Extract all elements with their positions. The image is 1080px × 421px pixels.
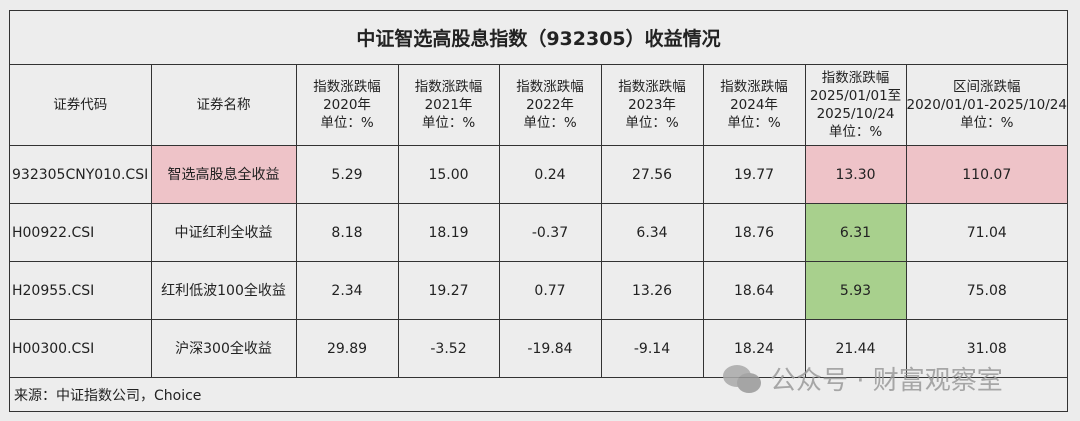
table-row: H00300.CSI 沪深300全收益 29.89 -3.52 -19.84 -9.14 1… <box>10 319 1067 378</box>
header-2020: 指数涨跌幅 2020年 单位：% <box>295 65 399 146</box>
cell-value: 0.24 <box>498 145 602 204</box>
cell-value: 71.04 <box>905 203 1067 262</box>
wechat-icon <box>723 364 761 393</box>
cell-value: 27.56 <box>600 145 704 204</box>
cell-value: 8.18 <box>295 203 399 262</box>
cell-code: H00922.CSI <box>10 203 152 262</box>
cell-name: 沪深300全收益 <box>150 319 297 378</box>
cell-value: 19.27 <box>397 261 500 320</box>
cell-value: 29.89 <box>295 319 399 378</box>
cell-value: 2.34 <box>295 261 399 320</box>
table-row: 932305CNY010.CSI 智选高股息全收益 5.29 15.00 0.24 27.… <box>10 145 1067 204</box>
cell-value: 75.08 <box>905 261 1067 320</box>
cell-value: -0.37 <box>498 203 602 262</box>
returns-table-container: 中证智选高股息指数（932305）收益情况 证券代码 证券名称 指数涨跌幅 202… <box>9 10 1068 412</box>
returns-table: 证券代码 证券名称 指数涨跌幅 2020年 单位：% 指数涨跌幅 2021年 单位：% … <box>10 65 1067 378</box>
header-2025ytd: 指数涨跌幅 2025/01/01至 2025/10/24 单位：% <box>804 65 907 146</box>
cell-value: 18.19 <box>397 203 500 262</box>
cell-name: 智选高股息全收益 <box>150 145 297 204</box>
cell-value: 110.07 <box>905 145 1067 204</box>
header-2023: 指数涨跌幅 2023年 单位：% <box>600 65 704 146</box>
cell-value: 0.77 <box>498 261 602 320</box>
cell-value: 31.08 <box>905 319 1067 378</box>
cell-value: 13.26 <box>600 261 704 320</box>
watermark: 公众号 · 财富观察室 <box>722 360 1003 397</box>
cell-name: 中证红利全收益 <box>150 203 297 262</box>
header-code: 证券代码 <box>10 65 152 146</box>
header-row: 证券代码 证券名称 指数涨跌幅 2020年 单位：% 指数涨跌幅 2021年 单位：% … <box>10 65 1067 146</box>
cell-value: 5.29 <box>295 145 399 204</box>
cell-value: 15.00 <box>397 145 500 204</box>
table-row: H00922.CSI 中证红利全收益 8.18 18.19 -0.37 6.34 18.76… <box>10 203 1067 262</box>
cell-value: 18.24 <box>702 319 806 378</box>
table-row: H20955.CSI 红利低波100全收益 2.34 19.27 0.77 13.26 18… <box>10 261 1067 320</box>
source-note: 来源：中证指数公司，Choice <box>14 388 202 404</box>
cell-code: H20955.CSI <box>10 261 152 320</box>
header-2021: 指数涨跌幅 2021年 单位：% <box>397 65 500 146</box>
cell-code: 932305CNY010.CSI <box>10 145 152 204</box>
header-name: 证券名称 <box>150 65 297 146</box>
cell-value: 6.31 <box>804 203 907 262</box>
header-2022: 指数涨跌幅 2022年 单位：% <box>498 65 602 146</box>
cell-value: 21.44 <box>804 319 907 378</box>
cell-value: 19.77 <box>702 145 806 204</box>
cell-value: 6.34 <box>600 203 704 262</box>
cell-name: 红利低波100全收益 <box>150 261 297 320</box>
cell-value: -3.52 <box>397 319 500 378</box>
cell-value: 18.76 <box>702 203 806 262</box>
table-title: 中证智选高股息指数（932305）收益情况 <box>10 11 1067 65</box>
cell-code: H00300.CSI <box>10 319 152 378</box>
header-2024: 指数涨跌幅 2024年 单位：% <box>702 65 806 146</box>
cell-value: -9.14 <box>600 319 704 378</box>
cell-value: -19.84 <box>498 319 602 378</box>
cell-value: 5.93 <box>804 261 907 320</box>
header-period: 区间涨跌幅 2020/01/01-2025/10/24 单位：% <box>905 65 1067 146</box>
cell-value: 18.64 <box>702 261 806 320</box>
cell-value: 13.30 <box>804 145 907 204</box>
